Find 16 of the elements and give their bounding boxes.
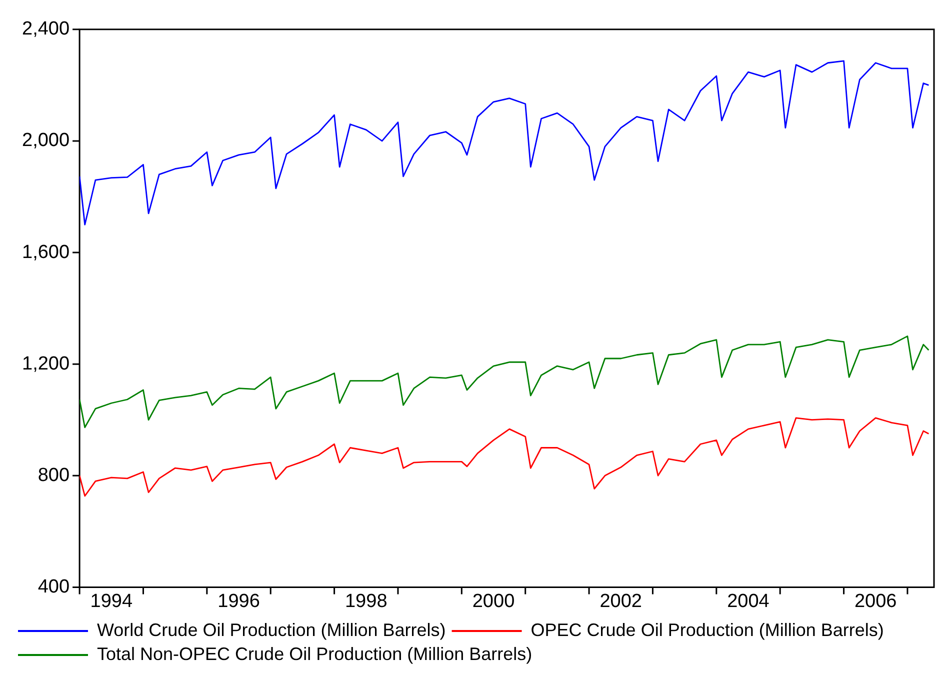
y-tick-label: 400 [38, 576, 70, 598]
legend-label: OPEC Crude Oil Production (Million Barrels) [530, 620, 884, 640]
y-tick-label: 2,400 [22, 18, 70, 40]
x-tick-label: 2002 [600, 590, 642, 612]
y-tick-label: 1,200 [22, 353, 70, 374]
x-tick-label: 1998 [344, 590, 388, 612]
legend-label: Total Non-OPEC Crude Oil Production (Million Barrels) [97, 644, 532, 664]
x-tick-label: 2004 [727, 590, 770, 612]
y-tick-label: 2,000 [22, 130, 70, 152]
legend-label: World Crude Oil Production (Million Barrels) [97, 620, 446, 640]
x-tick-label: 1994 [90, 590, 133, 612]
y-tick-label: 1,600 [22, 242, 70, 263]
x-tick-label: 1996 [218, 590, 260, 612]
x-tick-label: 2000 [472, 590, 515, 612]
x-tick-label: 2006 [854, 590, 897, 612]
y-tick-label: 800 [38, 464, 70, 486]
